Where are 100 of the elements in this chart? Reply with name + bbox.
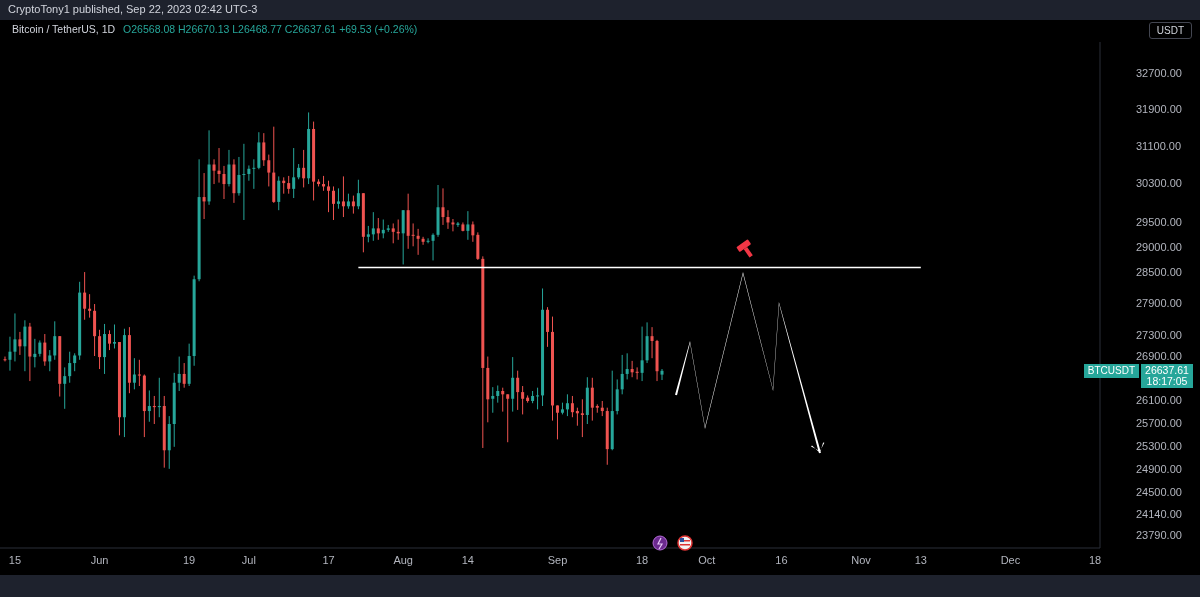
text: CryptoTony1 published, Sep 22, 2023 02:42 UTC-3 (8, 3, 258, 15)
candlestick (341, 175, 345, 218)
y-tick-label: 25700.00 (1136, 416, 1182, 429)
candlestick (237, 156, 241, 197)
x-tick-label: Aug (393, 553, 413, 566)
x-tick-label: Dec (1000, 553, 1021, 566)
x-tick-label: Oct (698, 553, 716, 566)
x-tick-label: Nov (851, 553, 872, 566)
candlestick (227, 149, 231, 187)
y-tick-label: 28500.00 (1136, 266, 1182, 279)
x-tick-label: Sep (547, 553, 568, 566)
candlestick (33, 338, 37, 368)
candlestick (112, 323, 116, 349)
candlestick (53, 320, 57, 361)
candlestick (431, 232, 435, 261)
candlestick (506, 393, 510, 443)
y-tick-label: 27300.00 (1136, 329, 1182, 341)
candlestick (13, 312, 17, 362)
y-tick-label: 24500.00 (1136, 486, 1182, 499)
candlestick (68, 351, 72, 384)
candlestick (640, 326, 644, 382)
candlestick (446, 209, 450, 230)
candlestick (615, 378, 619, 415)
candlestick (103, 323, 107, 375)
text: USDT (1148, 22, 1192, 39)
candlestick (456, 221, 460, 228)
candlestick (546, 306, 550, 348)
y-tick-label: 26900.00 (1136, 350, 1182, 363)
candlestick (88, 293, 92, 319)
candlestick (327, 180, 331, 213)
candlestick (451, 218, 455, 232)
candlestick (8, 336, 12, 372)
candlestick (635, 366, 639, 380)
x-tick-label: 18 (1088, 553, 1102, 566)
candlestick (570, 395, 574, 418)
candlestick (521, 385, 525, 415)
candlestick (650, 326, 654, 359)
candlestick (43, 333, 47, 367)
candlestick (590, 377, 594, 422)
x-tick-label: 13 (914, 553, 927, 566)
candlestick (212, 158, 216, 185)
chart-subtitle: O26568.08 H26670.13 L26468.77 C26637.61 +69.53 (+0.26%) (123, 23, 418, 35)
candlestick (336, 187, 340, 210)
candlestick (625, 352, 629, 380)
y-tick-label: 24140.00 (1136, 507, 1182, 520)
annotation: BTCUSDT (1083, 363, 1139, 378)
candlestick (63, 366, 67, 410)
candlestick (267, 154, 271, 187)
candlestick (536, 387, 540, 410)
candlestick (48, 349, 52, 372)
candlestick (580, 398, 584, 438)
text: 18:17:05 (1141, 374, 1193, 388)
candlestick (471, 220, 475, 243)
candlestick (630, 360, 634, 378)
candlestick (555, 404, 559, 440)
x-tick-label: 18 (635, 553, 649, 566)
candlestick (356, 179, 360, 210)
y-tick-label: 25300.00 (1136, 439, 1182, 452)
candlestick (292, 147, 296, 199)
candlestick (391, 222, 395, 244)
text: 26637.61 (1141, 363, 1193, 377)
candlestick (491, 386, 495, 414)
candlestick (18, 331, 22, 356)
candlestick (23, 319, 27, 372)
y-tick-label: 32700.00 (1136, 66, 1182, 79)
candlestick (466, 210, 470, 241)
candlestick (108, 329, 112, 351)
x-tick-label: 17 (322, 553, 335, 566)
y-tick-label: 31100.00 (1136, 139, 1182, 152)
candlestick (441, 187, 445, 226)
candlestick (217, 147, 221, 184)
candlestick (371, 211, 375, 242)
y-tick-label: 24900.00 (1136, 462, 1182, 475)
candlestick (381, 219, 385, 239)
y-tick-label: 30300.00 (1136, 177, 1182, 190)
candlestick (332, 185, 335, 221)
candlestick (202, 172, 206, 220)
candlestick (3, 356, 7, 362)
y-tick-label: 23790.00 (1136, 529, 1182, 542)
y-tick-label: 31900.00 (1136, 102, 1182, 115)
y-tick-label: 27900.00 (1136, 297, 1182, 310)
x-tick-label: 16 (775, 553, 788, 566)
y-tick-label: 26100.00 (1136, 394, 1182, 407)
x-tick-label: 14 (461, 553, 474, 566)
candlestick (565, 393, 569, 417)
candlestick (137, 359, 141, 387)
candlestick (132, 357, 136, 390)
y-tick-label: 29000.00 (1136, 241, 1182, 254)
candlestick (302, 149, 306, 188)
x-tick-label: Jul (241, 553, 256, 566)
candlestick (516, 370, 520, 411)
candlestick (401, 209, 405, 265)
candlestick (277, 175, 281, 211)
candlestick (620, 354, 624, 395)
candlestick (83, 271, 87, 321)
candlestick (376, 217, 380, 241)
candlestick (252, 158, 256, 190)
candlestick (182, 362, 186, 389)
candlestick (157, 377, 161, 418)
candlestick (511, 356, 515, 413)
